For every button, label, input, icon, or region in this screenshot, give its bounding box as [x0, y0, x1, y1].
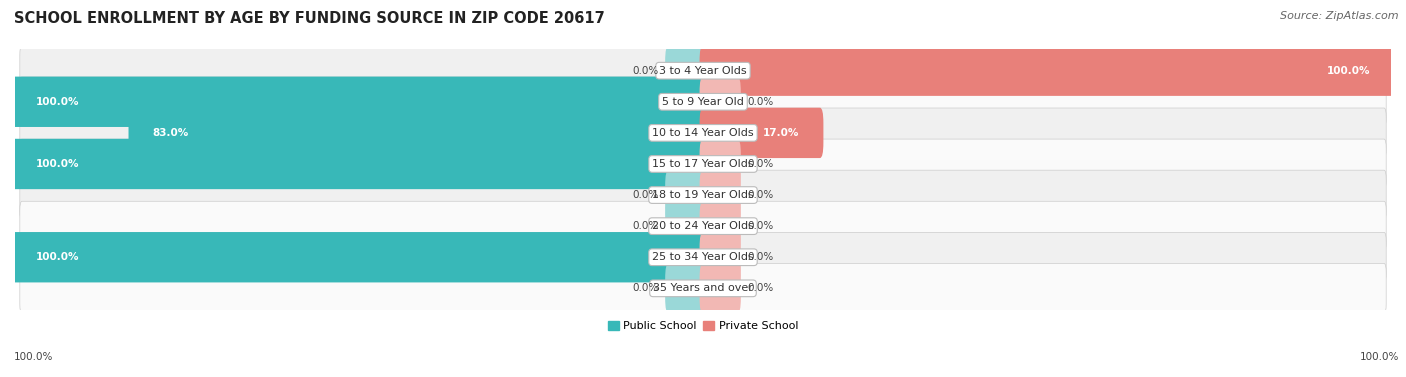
FancyBboxPatch shape — [700, 263, 741, 314]
Text: 0.0%: 0.0% — [748, 159, 773, 169]
Text: Source: ZipAtlas.com: Source: ZipAtlas.com — [1281, 11, 1399, 21]
FancyBboxPatch shape — [665, 263, 706, 314]
Text: 18 to 19 Year Olds: 18 to 19 Year Olds — [652, 190, 754, 200]
Text: 83.0%: 83.0% — [153, 128, 188, 138]
Text: 35 Years and over: 35 Years and over — [652, 284, 754, 293]
Text: 100.0%: 100.0% — [1327, 66, 1371, 76]
Text: 0.0%: 0.0% — [748, 221, 773, 231]
FancyBboxPatch shape — [128, 108, 706, 158]
Text: 3 to 4 Year Olds: 3 to 4 Year Olds — [659, 66, 747, 76]
FancyBboxPatch shape — [700, 232, 741, 282]
Text: 100.0%: 100.0% — [14, 352, 53, 362]
FancyBboxPatch shape — [20, 139, 1386, 189]
FancyBboxPatch shape — [700, 46, 1395, 96]
FancyBboxPatch shape — [700, 77, 741, 127]
Text: 100.0%: 100.0% — [35, 159, 79, 169]
FancyBboxPatch shape — [20, 201, 1386, 251]
FancyBboxPatch shape — [20, 77, 1386, 127]
FancyBboxPatch shape — [11, 77, 706, 127]
Text: 0.0%: 0.0% — [633, 221, 658, 231]
FancyBboxPatch shape — [700, 201, 741, 251]
Text: 0.0%: 0.0% — [633, 284, 658, 293]
Text: 100.0%: 100.0% — [1360, 352, 1399, 362]
FancyBboxPatch shape — [20, 232, 1386, 282]
Text: 0.0%: 0.0% — [633, 190, 658, 200]
FancyBboxPatch shape — [20, 170, 1386, 220]
FancyBboxPatch shape — [665, 170, 706, 220]
FancyBboxPatch shape — [665, 46, 706, 96]
Text: 100.0%: 100.0% — [35, 97, 79, 107]
Text: 0.0%: 0.0% — [748, 284, 773, 293]
Text: SCHOOL ENROLLMENT BY AGE BY FUNDING SOURCE IN ZIP CODE 20617: SCHOOL ENROLLMENT BY AGE BY FUNDING SOUR… — [14, 11, 605, 26]
Text: 0.0%: 0.0% — [748, 252, 773, 262]
Text: 20 to 24 Year Olds: 20 to 24 Year Olds — [652, 221, 754, 231]
FancyBboxPatch shape — [11, 139, 706, 189]
FancyBboxPatch shape — [700, 170, 741, 220]
Text: 100.0%: 100.0% — [35, 252, 79, 262]
Text: 0.0%: 0.0% — [748, 190, 773, 200]
FancyBboxPatch shape — [700, 139, 741, 189]
FancyBboxPatch shape — [700, 108, 824, 158]
FancyBboxPatch shape — [20, 264, 1386, 313]
Text: 0.0%: 0.0% — [633, 66, 658, 76]
FancyBboxPatch shape — [665, 201, 706, 251]
Text: 0.0%: 0.0% — [748, 97, 773, 107]
Text: 17.0%: 17.0% — [763, 128, 800, 138]
Text: 15 to 17 Year Olds: 15 to 17 Year Olds — [652, 159, 754, 169]
Text: 5 to 9 Year Old: 5 to 9 Year Old — [662, 97, 744, 107]
FancyBboxPatch shape — [11, 232, 706, 282]
FancyBboxPatch shape — [20, 46, 1386, 95]
Text: 10 to 14 Year Olds: 10 to 14 Year Olds — [652, 128, 754, 138]
Legend: Public School, Private School: Public School, Private School — [603, 317, 803, 336]
FancyBboxPatch shape — [20, 108, 1386, 158]
Text: 25 to 34 Year Olds: 25 to 34 Year Olds — [652, 252, 754, 262]
